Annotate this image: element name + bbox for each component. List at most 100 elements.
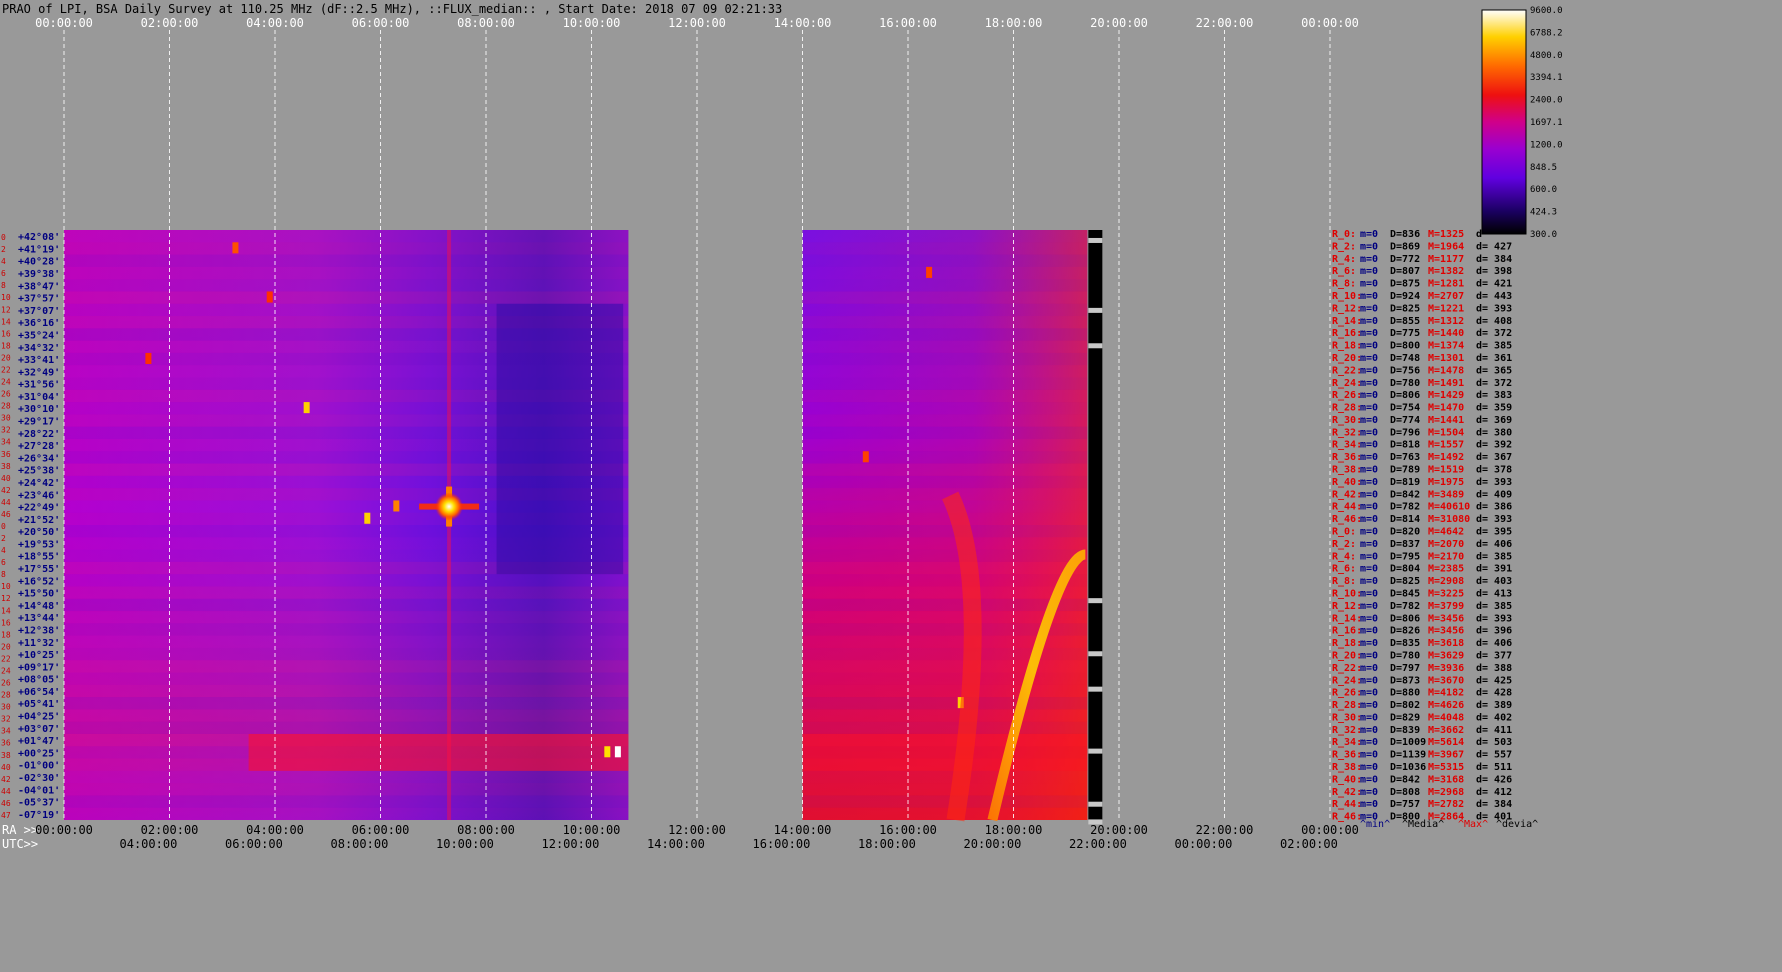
stats-row-max: M=1312 — [1428, 316, 1464, 327]
declination-label: +00°25' — [18, 748, 60, 759]
declination-label: +25°38' — [18, 466, 60, 477]
stats-row-max: M=2707 — [1428, 291, 1464, 302]
declination-label: +01°47' — [18, 736, 60, 747]
row-number: 42 — [1, 486, 11, 495]
stats-row-deviation: d= 409 — [1476, 489, 1512, 500]
radio-source-spot — [303, 402, 310, 414]
declination-label: +35°24' — [18, 330, 60, 341]
ra-axis-tick: 20:00:00 — [1090, 823, 1148, 837]
top-axis-tick: 04:00:00 — [246, 16, 304, 30]
heatmap-row-left — [64, 647, 629, 661]
row-number: 10 — [1, 293, 11, 302]
stats-row-deviation: d= 385 — [1476, 551, 1512, 562]
stats-row-label: R_42: — [1332, 489, 1362, 500]
stats-row-median: D=873 — [1390, 675, 1420, 686]
stats-row-median: D=837 — [1390, 539, 1420, 550]
stats-row-min: m=0 — [1360, 787, 1378, 798]
stats-row-deviation: d= 391 — [1476, 564, 1512, 575]
stats-row-median: D=875 — [1390, 279, 1420, 290]
heatmap-row-right — [803, 476, 1088, 488]
stats-row-median: D=782 — [1390, 502, 1420, 513]
utc-axis-tick: 12:00:00 — [542, 837, 600, 851]
heatmap-row-right — [802, 684, 1088, 698]
heatmap-row-left — [64, 488, 629, 501]
stats-row-min: m=0 — [1360, 551, 1378, 562]
stats-row-min: m=0 — [1360, 390, 1378, 401]
row-number: 0 — [1, 233, 6, 242]
declination-label: +27°28' — [18, 441, 60, 452]
row-number: 22 — [1, 365, 11, 374]
stats-row-label: R_38: — [1332, 465, 1362, 476]
declination-label: +31°56' — [18, 380, 60, 391]
stats-row-deviation: d= 377 — [1476, 650, 1512, 661]
heatmap-row-left — [64, 414, 629, 427]
declination-label: +10°25' — [18, 650, 60, 661]
stats-row-median: D=797 — [1390, 663, 1420, 674]
stats-row-label: R_6: — [1332, 266, 1356, 277]
stats-row-deviation: d= 443 — [1476, 291, 1512, 302]
declination-label: +36°16' — [18, 318, 60, 329]
stats-row-max: M=3936 — [1428, 663, 1464, 674]
stats-row-min: m=0 — [1360, 353, 1378, 364]
stats-row-deviation: d= 378 — [1476, 465, 1512, 476]
declination-label: -02°30' — [18, 773, 60, 784]
stats-row-median: D=800 — [1390, 341, 1420, 352]
stats-row-max: M=1440 — [1428, 328, 1464, 339]
radio-source-spot — [145, 352, 152, 364]
colorbar-tick: 3394.1 — [1530, 73, 1563, 83]
radio-source-spot — [862, 451, 869, 463]
stats-row-label: R_36: — [1332, 452, 1362, 463]
stats-row-min: m=0 — [1360, 365, 1378, 376]
declination-label: +16°52' — [18, 576, 60, 587]
stats-row-median: D=818 — [1390, 440, 1420, 451]
heatmap-row-right — [802, 623, 1088, 636]
data-mask-gap — [1088, 651, 1103, 657]
row-number: 12 — [1, 305, 11, 314]
stats-row-median: D=1139 — [1390, 750, 1426, 761]
stats-row-max: M=3489 — [1428, 489, 1464, 500]
stats-row-min: m=0 — [1360, 576, 1378, 587]
stats-row-max: M=1975 — [1428, 477, 1464, 488]
stats-row-max: M=2968 — [1428, 787, 1464, 798]
heatmap-row-right — [802, 721, 1088, 734]
stats-row-max: M=31080 — [1428, 514, 1470, 525]
stats-row-min: m=0 — [1360, 613, 1378, 624]
stats-row-median: D=814 — [1390, 514, 1420, 525]
heatmap-row-left — [64, 451, 629, 464]
declination-label: +31°04' — [18, 392, 60, 403]
heatmap-row-left — [64, 636, 628, 648]
stats-row-min: m=0 — [1360, 452, 1378, 463]
data-mask-gap — [1088, 801, 1103, 807]
declination-label: -05°37' — [18, 798, 60, 809]
row-number: 38 — [1, 462, 11, 471]
stats-row-deviation: d= 406 — [1476, 539, 1512, 550]
heatmap-row-left — [64, 771, 628, 783]
heatmap-row-right — [803, 267, 1088, 279]
colorbar-tick: 600.0 — [1530, 185, 1557, 195]
stats-row-max: M=1557 — [1428, 440, 1464, 451]
row-number: 4 — [1, 257, 6, 266]
stats-row-median: D=845 — [1390, 588, 1420, 599]
stats-row-deviation: d= 557 — [1476, 750, 1512, 761]
row-number: 8 — [1, 570, 6, 579]
stats-row-label: R_12: — [1332, 601, 1362, 612]
stats-row-min: m=0 — [1360, 762, 1378, 773]
stats-row-deviation: d= 384 — [1476, 799, 1512, 810]
stats-row-label: R_18: — [1332, 638, 1362, 649]
stats-legend-item: ^Media^ — [1402, 819, 1444, 830]
radio-source-spot — [232, 242, 239, 254]
heatmap-row-left — [64, 697, 629, 710]
heatmap-row-left — [64, 808, 628, 820]
heatmap-row-left — [64, 574, 628, 586]
heatmap-row-left — [64, 291, 629, 304]
stats-row-deviation: d= 369 — [1476, 415, 1512, 426]
stats-row-max: M=1281 — [1428, 279, 1464, 290]
stats-row-min: m=0 — [1360, 650, 1378, 661]
stats-row-max: M=1325 — [1428, 229, 1464, 240]
heatmap-row-right — [802, 414, 1088, 427]
stats-row-deviation: d= 402 — [1476, 712, 1512, 723]
heatmap-band-left — [248, 733, 629, 771]
declination-label: +39°38' — [18, 269, 60, 280]
stats-row-deviation: d= 392 — [1476, 440, 1512, 451]
declination-label: +40°28' — [18, 257, 60, 268]
